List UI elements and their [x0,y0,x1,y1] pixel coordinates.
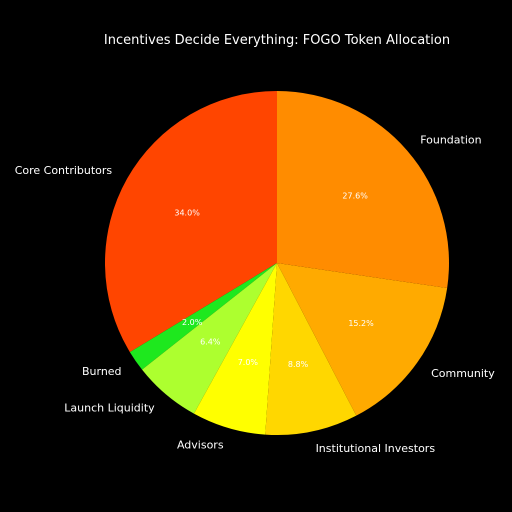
slice-label-foundation: Foundation [420,133,481,146]
pie-slice-burned [129,263,277,370]
percent-label-burned: 2.0% [182,318,203,327]
slice-label-core-contributors: Core Contributors [15,164,113,177]
slice-labels: Core Contributors Burned Launch Liquidity A… [15,133,496,455]
pie-slice-institutional-investors [265,263,357,435]
percent-label-community: 15.2% [348,319,374,328]
slice-label-burned: Burned [82,365,122,378]
percent-label-institutional-investors: 8.8% [288,360,309,369]
pie-slice-launch-liquidity [142,263,277,414]
pie-slice-core-contributors [104,91,277,353]
percent-label-launch-liquidity: 6.4% [200,338,221,347]
pie-slice-foundation [277,91,449,289]
percent-labels: 34.0% 2.0% 6.4% 7.0% 8.8% 15.2% 27.6% [174,192,374,369]
percent-label-foundation: 27.6% [342,192,368,201]
slice-label-institutional-investors: Institutional Investors [316,442,436,455]
pie-slice-community [277,263,448,416]
pie-slices [104,91,449,435]
percent-label-core-contributors: 34.0% [174,208,200,217]
percent-label-advisors: 7.0% [238,358,259,367]
slice-label-advisors: Advisors [177,439,224,452]
slice-label-launch-liquidity: Launch Liquidity [64,401,155,414]
chart-title: Incentives Decide Everything: FOGO Token… [104,33,450,48]
pie-slice-advisors [193,263,277,435]
slice-label-community: Community [431,367,495,380]
